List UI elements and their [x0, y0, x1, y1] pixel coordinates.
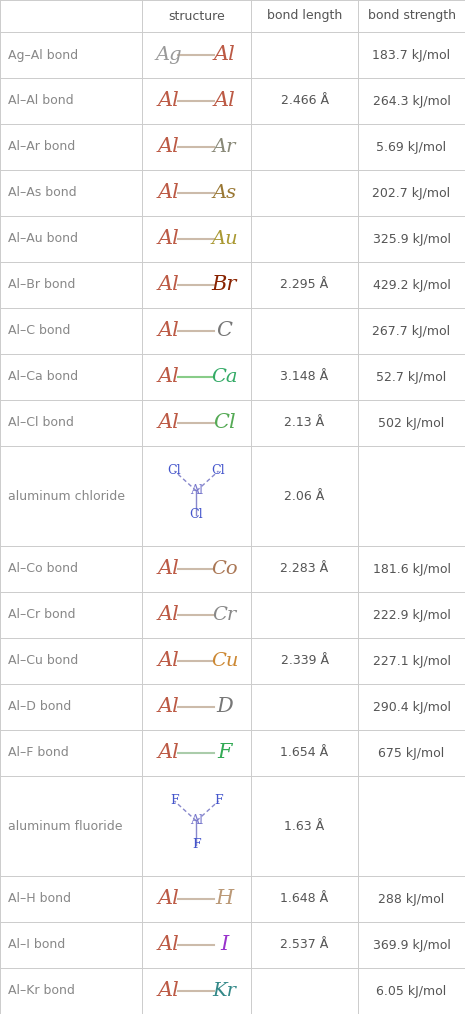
Text: Al: Al: [158, 652, 179, 670]
Text: 502 kJ/mol: 502 kJ/mol: [379, 417, 445, 430]
Text: Al: Al: [158, 560, 179, 579]
Text: 183.7 kJ/mol: 183.7 kJ/mol: [372, 49, 451, 62]
Text: bond length: bond length: [267, 9, 342, 22]
Text: Al: Al: [158, 138, 179, 156]
Text: 2.13 Å: 2.13 Å: [285, 417, 325, 430]
Text: Al–Au bond: Al–Au bond: [8, 232, 78, 245]
Text: Ag–Al bond: Ag–Al bond: [8, 49, 78, 62]
Text: Ag: Ag: [155, 46, 182, 64]
Text: Al–Kr bond: Al–Kr bond: [8, 985, 75, 998]
Text: 1.648 Å: 1.648 Å: [280, 892, 329, 906]
Text: Al–Ar bond: Al–Ar bond: [8, 141, 75, 153]
Text: Al: Al: [213, 46, 235, 65]
Text: F: F: [217, 743, 232, 763]
Text: 3.148 Å: 3.148 Å: [280, 370, 329, 383]
Text: Al–Cl bond: Al–Cl bond: [8, 417, 74, 430]
Text: Al–C bond: Al–C bond: [8, 324, 70, 338]
Text: Al: Al: [158, 698, 179, 717]
Text: 222.9 kJ/mol: 222.9 kJ/mol: [372, 608, 451, 622]
Text: Co: Co: [211, 560, 238, 578]
Text: 325.9 kJ/mol: 325.9 kJ/mol: [372, 232, 451, 245]
Text: Al: Al: [158, 276, 179, 294]
Text: 675 kJ/mol: 675 kJ/mol: [379, 746, 445, 759]
Text: 264.3 kJ/mol: 264.3 kJ/mol: [372, 94, 451, 107]
Text: 267.7 kJ/mol: 267.7 kJ/mol: [372, 324, 451, 338]
Text: I: I: [220, 936, 229, 954]
Text: aluminum chloride: aluminum chloride: [8, 490, 125, 503]
Text: Al: Al: [158, 889, 179, 909]
Text: Al–D bond: Al–D bond: [8, 701, 71, 714]
Text: Cl: Cl: [213, 414, 236, 433]
Text: Al: Al: [158, 367, 179, 386]
Text: 6.05 kJ/mol: 6.05 kJ/mol: [376, 985, 447, 998]
Text: Br: Br: [212, 276, 237, 294]
Text: 290.4 kJ/mol: 290.4 kJ/mol: [372, 701, 451, 714]
Text: structure: structure: [168, 9, 225, 22]
Text: Al–Ca bond: Al–Ca bond: [8, 370, 78, 383]
Text: Al: Al: [158, 743, 179, 763]
Text: Al: Al: [190, 485, 203, 498]
Text: Cl: Cl: [212, 464, 225, 478]
Text: 369.9 kJ/mol: 369.9 kJ/mol: [372, 939, 451, 951]
Text: Al–I bond: Al–I bond: [8, 939, 65, 951]
Text: 1.654 Å: 1.654 Å: [280, 746, 329, 759]
Text: Al: Al: [158, 605, 179, 625]
Text: Al: Al: [190, 814, 203, 827]
Text: Cu: Cu: [211, 652, 238, 670]
Text: Al: Al: [213, 91, 235, 111]
Text: Al–Al bond: Al–Al bond: [8, 94, 73, 107]
Text: 2.283 Å: 2.283 Å: [280, 563, 329, 576]
Text: Al: Al: [158, 229, 179, 248]
Text: Al–Co bond: Al–Co bond: [8, 563, 78, 576]
Text: Cl: Cl: [190, 508, 203, 521]
Text: H: H: [215, 889, 233, 909]
Text: Ar: Ar: [213, 138, 236, 156]
Text: Al: Al: [158, 936, 179, 954]
Text: Au: Au: [211, 230, 238, 248]
Text: D: D: [216, 698, 233, 717]
Text: Al–As bond: Al–As bond: [8, 187, 77, 200]
Text: 1.63 Å: 1.63 Å: [285, 819, 325, 832]
Text: F: F: [170, 795, 179, 807]
Text: F: F: [214, 795, 223, 807]
Text: Al: Al: [158, 321, 179, 341]
Text: Cr: Cr: [213, 606, 237, 624]
Text: As: As: [213, 184, 237, 202]
Text: F: F: [192, 839, 201, 852]
Text: Cl: Cl: [168, 464, 181, 478]
Text: Al: Al: [158, 982, 179, 1001]
Text: Al–H bond: Al–H bond: [8, 892, 71, 906]
Text: Al–Cu bond: Al–Cu bond: [8, 654, 78, 667]
Text: 2.295 Å: 2.295 Å: [280, 279, 329, 291]
Text: Ca: Ca: [211, 368, 238, 386]
Text: 52.7 kJ/mol: 52.7 kJ/mol: [376, 370, 447, 383]
Text: Al–Br bond: Al–Br bond: [8, 279, 75, 291]
Text: Al: Al: [158, 414, 179, 433]
Text: Al: Al: [158, 91, 179, 111]
Text: Al: Al: [158, 184, 179, 203]
Text: 181.6 kJ/mol: 181.6 kJ/mol: [372, 563, 451, 576]
Text: aluminum fluoride: aluminum fluoride: [8, 819, 122, 832]
Text: bond strength: bond strength: [367, 9, 456, 22]
Text: 227.1 kJ/mol: 227.1 kJ/mol: [372, 654, 451, 667]
Text: 2.537 Å: 2.537 Å: [280, 939, 329, 951]
Text: 429.2 kJ/mol: 429.2 kJ/mol: [372, 279, 451, 291]
Text: 288 kJ/mol: 288 kJ/mol: [379, 892, 445, 906]
Text: 2.06 Å: 2.06 Å: [285, 490, 325, 503]
Text: Al–F bond: Al–F bond: [8, 746, 69, 759]
Text: Kr: Kr: [213, 982, 237, 1000]
Text: C: C: [217, 321, 232, 341]
Text: Al–Cr bond: Al–Cr bond: [8, 608, 75, 622]
Text: 2.339 Å: 2.339 Å: [280, 654, 329, 667]
Text: 2.466 Å: 2.466 Å: [280, 94, 329, 107]
Text: 5.69 kJ/mol: 5.69 kJ/mol: [377, 141, 446, 153]
Text: 202.7 kJ/mol: 202.7 kJ/mol: [372, 187, 451, 200]
